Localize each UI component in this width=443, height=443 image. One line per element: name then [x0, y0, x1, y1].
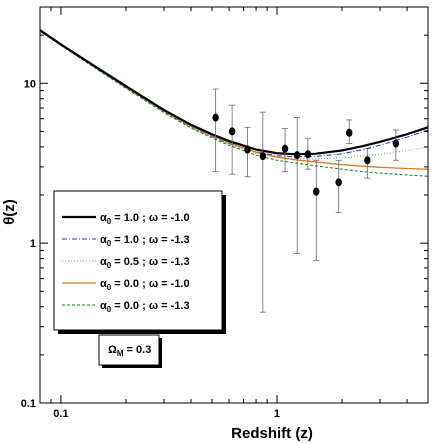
- axis-ticks: [39, 6, 429, 404]
- series-line-1: [40, 30, 428, 158]
- x-axis-label: Redshift (z): [231, 425, 313, 442]
- data-point: [346, 128, 353, 137]
- y-axis-label: θ(z): [1, 199, 18, 225]
- y-tick-label: 1: [30, 238, 36, 250]
- series-line-4: [40, 30, 428, 177]
- x-tick-label: 0.1: [53, 408, 68, 420]
- curves: [40, 29, 428, 177]
- data-points: [212, 113, 400, 196]
- data-point: [281, 144, 289, 153]
- data-point: [335, 178, 342, 187]
- legend-label-3: α0 = 0.0 ; ω = -1.0: [100, 278, 190, 292]
- data-point: [392, 139, 400, 148]
- legend-label-4: α0 = 0.0 ; ω = -1.3: [100, 300, 190, 314]
- y-tick-label: 0.1: [21, 398, 36, 410]
- data-point: [228, 127, 236, 136]
- data-point: [244, 145, 251, 154]
- x-tick-labels: 0.1 1: [53, 408, 280, 420]
- x-tick-label: 1: [274, 408, 280, 420]
- y-tick-label: 10: [24, 78, 36, 90]
- y-tick-labels: 0.1 1 10: [21, 78, 36, 410]
- legend-label-0: α0 = 1.0 ; ω = -1.0: [100, 212, 190, 226]
- legend-label-2: α0 = 0.5 ; ω = -1.3: [100, 256, 190, 270]
- data-point: [212, 113, 219, 122]
- data-point: [364, 156, 371, 165]
- data-point: [293, 151, 301, 160]
- legend-box: [53, 190, 223, 331]
- series-line-2: [40, 30, 428, 160]
- legend-label-1: α0 = 1.0 ; ω = -1.3: [100, 234, 190, 248]
- data-point: [304, 150, 312, 159]
- error-bars: [212, 88, 399, 313]
- omega-m-annotation: ΩM = 0.3: [108, 344, 151, 358]
- legend: α0 = 1.0 ; ω = -1.0 α0 = 1.0 ; ω = -1.3 α0…: [62, 212, 190, 314]
- plot-frame: [39, 6, 429, 404]
- series-line-0: [40, 29, 428, 156]
- data-point: [259, 152, 267, 161]
- data-point: [313, 187, 320, 196]
- omega-box: [98, 334, 160, 366]
